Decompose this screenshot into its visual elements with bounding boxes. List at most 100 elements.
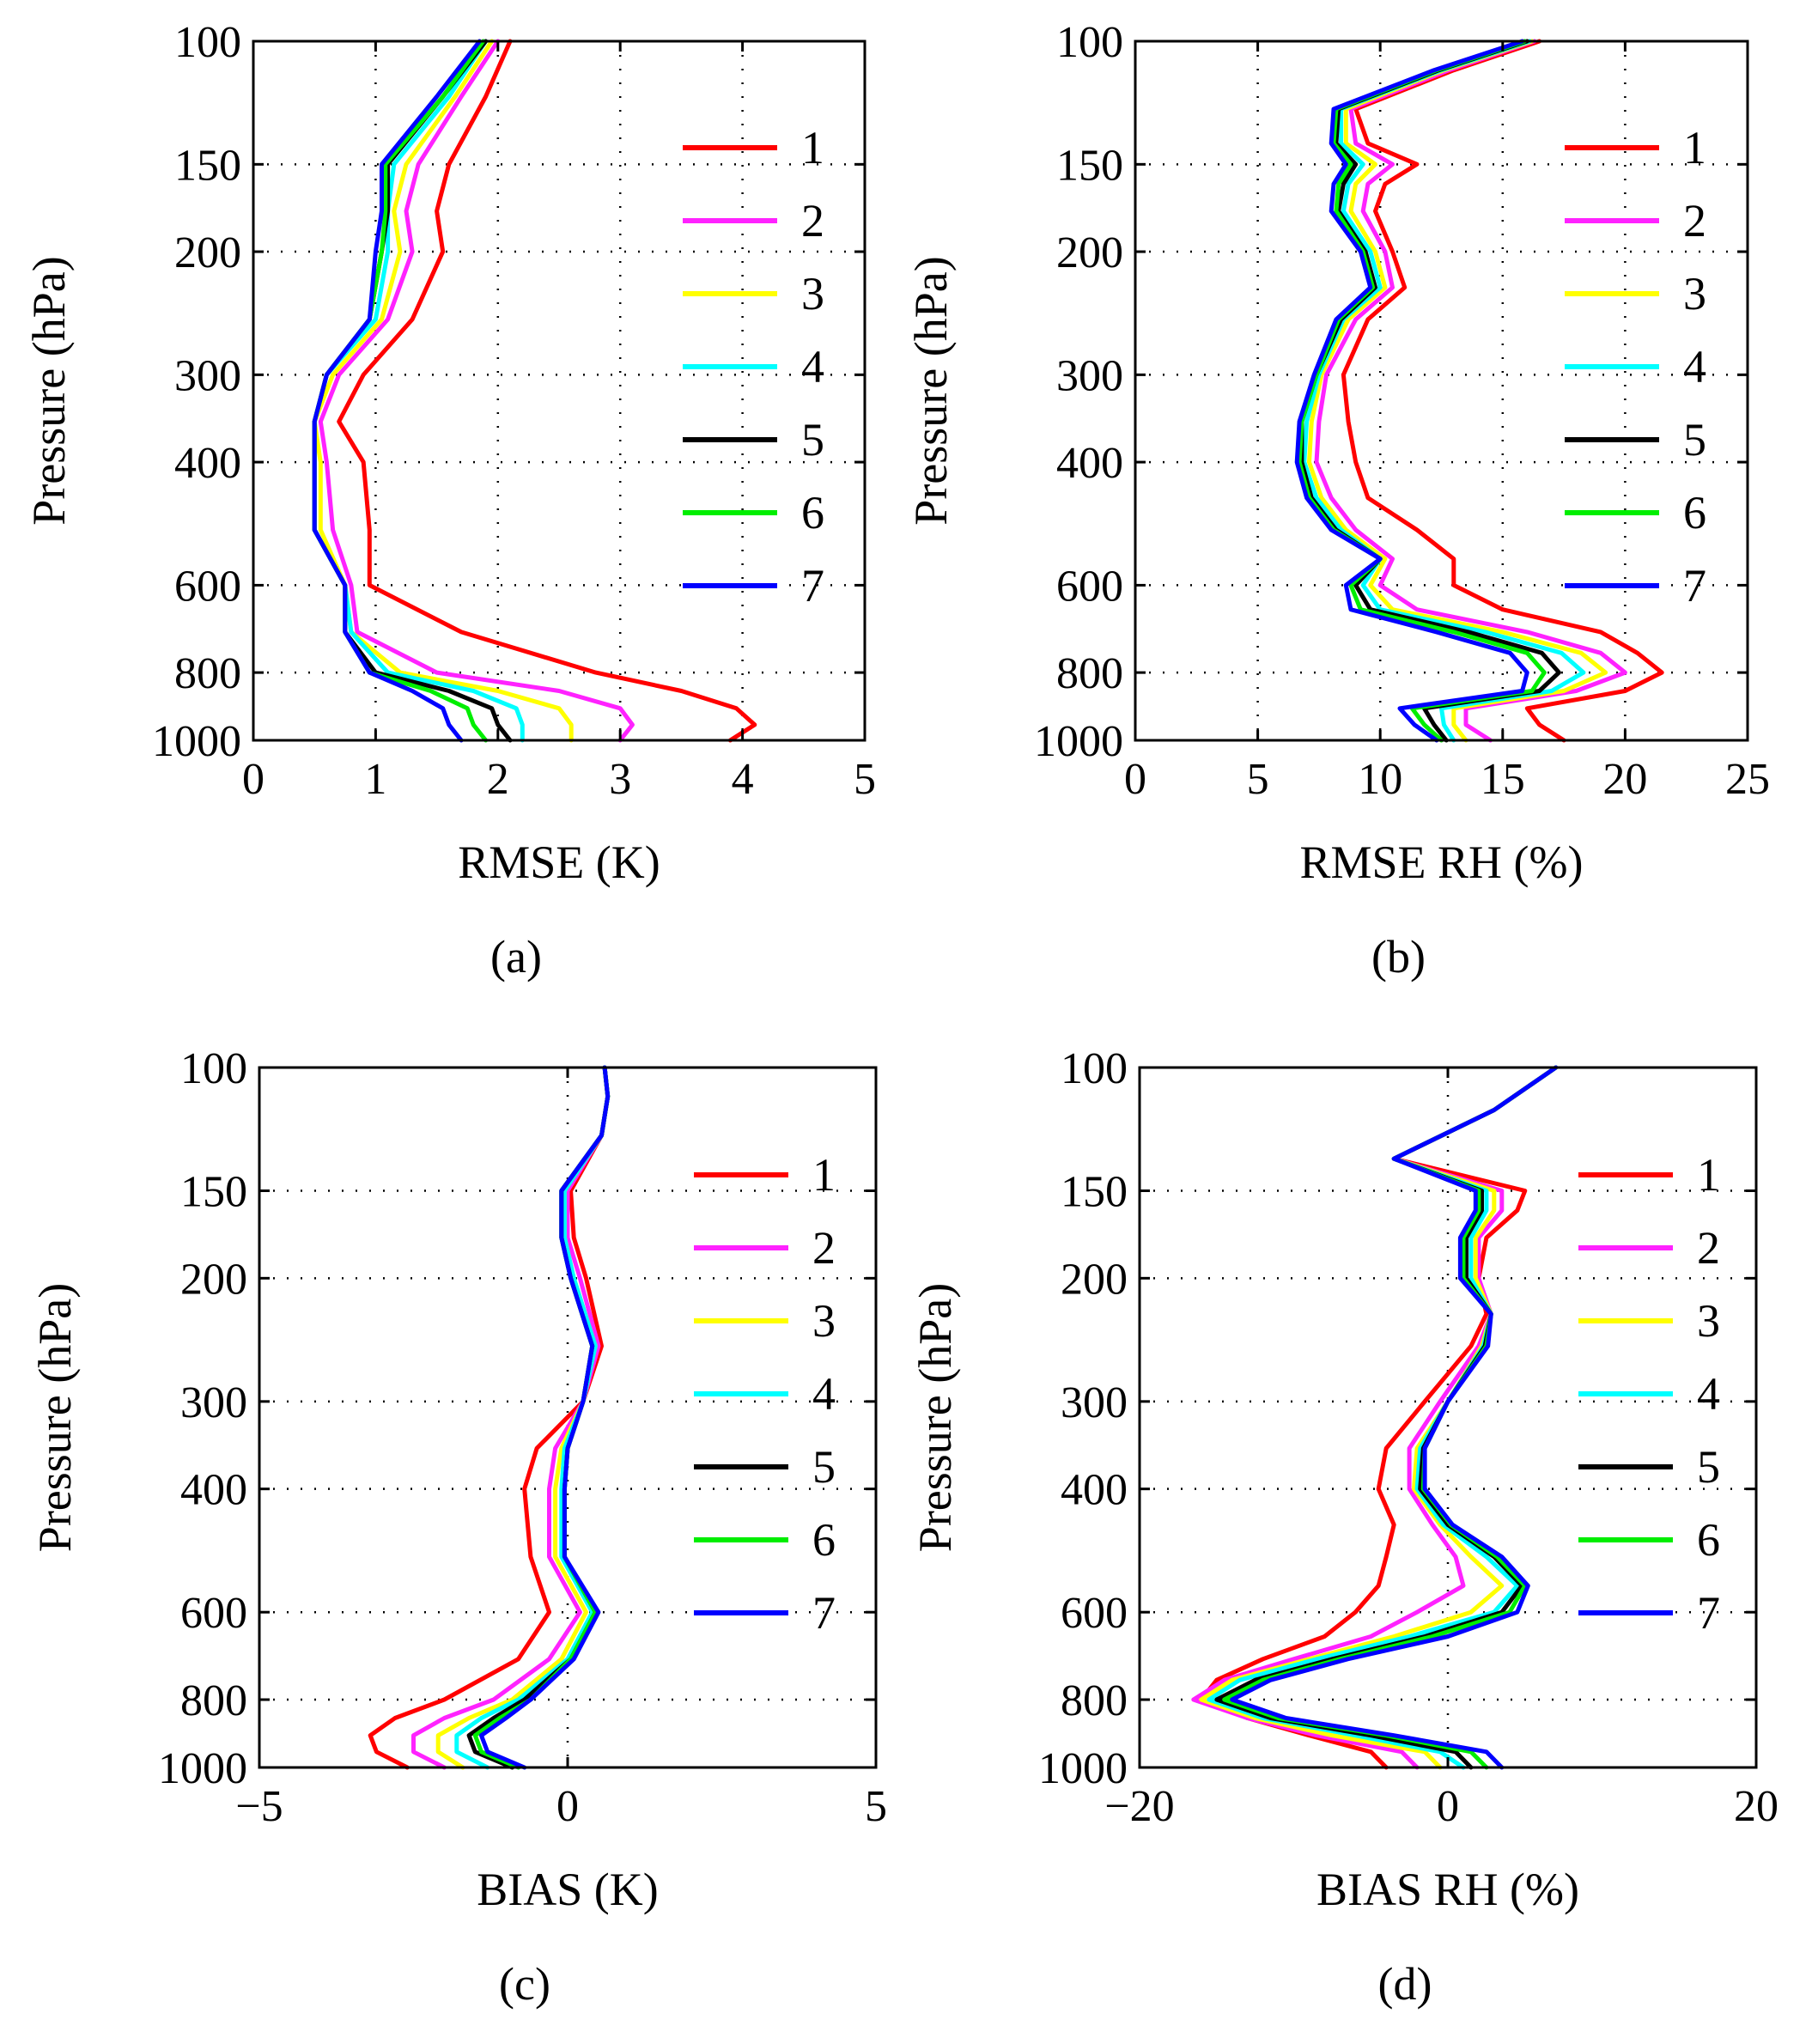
y-tick-label: 100	[174, 18, 241, 67]
y-tick-label: 600	[1061, 1589, 1128, 1638]
series-line-7	[1294, 39, 1529, 743]
legend-label: 3	[1683, 268, 1706, 319]
y-tick-label: 300	[1056, 351, 1123, 400]
series-line-6	[1297, 39, 1547, 743]
legend: 1 2 3 4 5 6 7	[683, 122, 824, 611]
legend-label: 2	[1697, 1222, 1720, 1274]
series-line-1	[368, 1065, 611, 1770]
y-tick-label: 1000	[158, 1744, 247, 1793]
ticks: −20 0 20 100 150 200 300 400 600 800 1000	[1038, 1044, 1779, 1831]
series-line-2	[1314, 39, 1627, 743]
y-tick-label: 100	[180, 1044, 247, 1093]
series-line-1	[337, 39, 757, 743]
y-tick-label: 100	[1056, 18, 1123, 67]
y-tick-label: 200	[180, 1255, 247, 1304]
legend-label: 1	[1683, 122, 1706, 173]
legend-label: 6	[801, 487, 824, 538]
legend-label: 4	[1683, 341, 1706, 392]
panel-label: (b)	[1371, 931, 1426, 982]
series-line-5	[1299, 39, 1561, 743]
legend-label: 4	[1697, 1368, 1720, 1420]
y-tick-label: 300	[1061, 1378, 1128, 1427]
y-tick-label: 800	[1056, 649, 1123, 698]
y-tick-label: 600	[174, 562, 241, 611]
y-tick-label: 600	[1056, 562, 1123, 611]
y-tick-label: 150	[174, 141, 241, 190]
legend-label: 2	[812, 1222, 836, 1274]
x-tick-label: 2	[487, 755, 509, 804]
legend-label: 5	[1697, 1441, 1720, 1493]
x-tick-label: 0	[1437, 1782, 1459, 1831]
legend-label: 3	[1697, 1295, 1720, 1347]
x-tick-label: 20	[1734, 1782, 1779, 1831]
y-tick-label: 800	[174, 649, 241, 698]
x-tick-label: 15	[1481, 755, 1525, 804]
x-tick-label: 4	[732, 755, 754, 804]
panel-label: (a)	[490, 931, 542, 982]
series-line-6	[1222, 1065, 1559, 1770]
plot-frame	[1134, 40, 1749, 742]
series-line-5	[466, 1065, 611, 1770]
x-axis-label: BIAS RH (%)	[1316, 1864, 1579, 1915]
x-tick-label: 25	[1725, 755, 1770, 804]
x-tick-label: 3	[609, 755, 631, 804]
y-axis-label: Pressure (hPa)	[909, 1283, 961, 1552]
series-line-7	[1230, 1065, 1559, 1770]
x-tick-label: −20	[1104, 1782, 1174, 1831]
series-lines	[368, 1065, 611, 1770]
series-line-1	[1199, 1065, 1559, 1770]
y-tick-label: 100	[1061, 1044, 1128, 1093]
x-tick-label: 5	[865, 1782, 887, 1831]
legend-label: 6	[812, 1514, 836, 1566]
y-tick-label: 200	[1056, 228, 1123, 277]
legend-label: 4	[801, 341, 824, 392]
y-axis-label: Pressure (hPa)	[905, 256, 957, 525]
x-tick-label: 0	[242, 755, 265, 804]
series-lines	[1191, 1065, 1559, 1770]
panel-a: 0 1 2 3 4 5 100 150 200 300 400 600 800 1000 RMSE (K) P…	[23, 18, 876, 982]
panel-b: 0 5 10 15 20 251001502003004006008001000RMSE …	[905, 18, 1770, 982]
y-tick-label: 150	[180, 1168, 247, 1217]
x-tick-label: 5	[1247, 755, 1269, 804]
x-axis-label: RMSE RH (%)	[1299, 836, 1583, 888]
legend: 1 2 3 4 5 6 7	[1565, 122, 1706, 611]
ticks: −5 0 5 100 150 200 300 400 600 800 1000	[158, 1044, 887, 1831]
x-tick-label: 10	[1358, 755, 1402, 804]
x-tick-label: 0	[556, 1782, 579, 1831]
x-tick-label: −5	[235, 1782, 283, 1831]
y-tick-label: 150	[1061, 1168, 1128, 1217]
y-tick-label: 400	[180, 1466, 247, 1515]
series-line-4	[1207, 1065, 1559, 1770]
y-tick-label: 800	[180, 1676, 247, 1725]
legend-label: 5	[1683, 414, 1706, 465]
y-tick-label: 300	[174, 351, 241, 400]
legend-label: 7	[1697, 1587, 1720, 1639]
series-line-3	[1199, 1065, 1559, 1770]
legend-label: 3	[801, 268, 824, 319]
y-tick-label: 200	[174, 228, 241, 277]
plot-frame	[252, 40, 866, 742]
y-axis-label: Pressure (hPa)	[29, 1283, 81, 1552]
panel-label: (c)	[499, 1958, 550, 2010]
series-line-2	[1191, 1065, 1559, 1770]
y-tick-label: 400	[174, 439, 241, 488]
legend-label: 1	[812, 1149, 836, 1201]
x-tick-label: 20	[1602, 755, 1647, 804]
series-line-4	[1302, 39, 1586, 743]
legend-label: 2	[801, 195, 824, 246]
x-axis-label: BIAS (K)	[477, 1864, 659, 1915]
ticks: 0 1 2 3 4 5 100 150 200 300 400 600 800 1000	[152, 18, 876, 804]
x-tick-label: 5	[854, 755, 876, 804]
legend-label: 7	[812, 1587, 836, 1639]
y-tick-label: 800	[1061, 1676, 1128, 1725]
series-line-7	[479, 1065, 611, 1770]
legend-label: 7	[1683, 560, 1706, 611]
series-line-5	[1214, 1065, 1559, 1770]
legend-label: 1	[801, 122, 824, 173]
legend: 1 2 3 4 5 6 7	[1578, 1149, 1720, 1639]
x-axis-label: RMSE (K)	[458, 836, 660, 888]
legend-label: 5	[812, 1441, 836, 1493]
legend-label: 7	[801, 560, 824, 611]
y-tick-label: 200	[1061, 1255, 1128, 1304]
